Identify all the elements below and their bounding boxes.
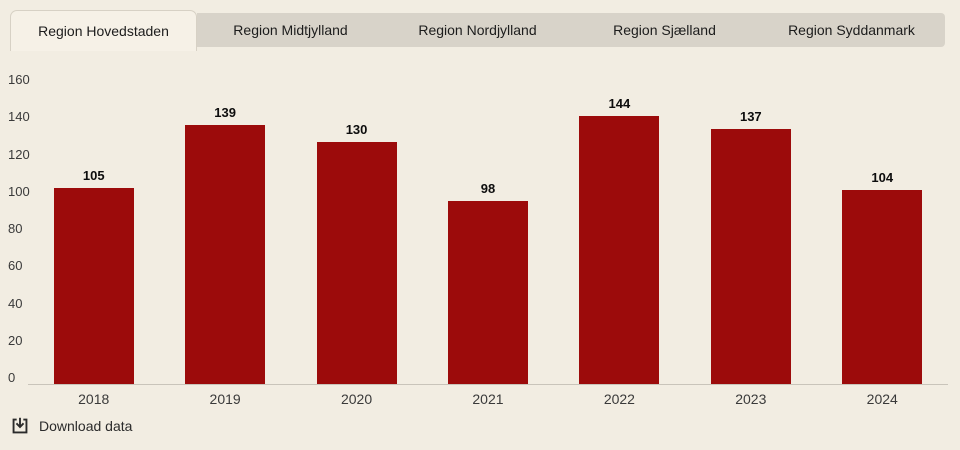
x-axis-label: 2024	[866, 391, 898, 407]
x-axis: 2018 2019 2020 2021 2022 2023 2024	[28, 385, 948, 407]
x-axis-label: 2023	[735, 391, 767, 407]
bar-value-label: 137	[739, 108, 762, 124]
bar-column: 98	[422, 86, 553, 384]
bar-column: 139	[159, 86, 290, 384]
y-axis-label: 0	[8, 370, 16, 385]
bar-column: 144	[554, 86, 685, 384]
y-axis-label: 120	[8, 146, 30, 162]
bar-value-label: 144	[608, 95, 631, 111]
y-axis-label: 40	[8, 295, 23, 311]
y-axis-label: 140	[8, 109, 30, 125]
x-axis-label: 2019	[209, 391, 241, 407]
download-label: Download data	[39, 418, 133, 434]
y-axis-label: 100	[8, 183, 30, 199]
bar-value-label: 104	[871, 170, 894, 186]
tab-region-nordjylland[interactable]: Region Nordjylland	[384, 13, 571, 47]
bar-column: 105	[28, 86, 159, 384]
tab-region-hovedstaden[interactable]: Region Hovedstaden	[10, 10, 197, 51]
bar-2021[interactable]	[447, 201, 528, 384]
bar-column: 104	[817, 86, 948, 384]
x-axis-label: 2022	[603, 391, 635, 407]
x-axis-label: 2020	[340, 391, 373, 407]
y-axis-label: 60	[8, 258, 23, 274]
y-axis-label: 160	[8, 72, 30, 87]
tab-region-sjælland[interactable]: Region Sjælland	[571, 13, 758, 47]
x-axis-label: 2018	[78, 391, 110, 407]
plot-area: 0 20 40 60 80 100 120 140 160 105 139 130 98 144 137 1…	[8, 72, 948, 385]
bar-2024[interactable]	[842, 190, 923, 384]
bar-column: 137	[685, 86, 816, 384]
bar-column: 130	[291, 86, 422, 384]
bar-value-label: 139	[214, 105, 236, 121]
y-axis-label: 80	[8, 221, 23, 236]
tab-region-syddanmark[interactable]: Region Syddanmark	[758, 13, 945, 47]
bar-2019[interactable]	[185, 125, 266, 384]
bar-value-label: 98	[480, 181, 496, 197]
bar-value-label: 105	[82, 168, 105, 184]
y-axis-label: 20	[8, 332, 23, 348]
x-axis-label: 2021	[472, 391, 504, 407]
bar-2020[interactable]	[316, 141, 397, 384]
chart-widget: Region Hovedstaden Region Midtjylland Regi…	[0, 10, 960, 450]
download-icon	[10, 416, 30, 436]
bar-value-label: 130	[345, 121, 368, 137]
bar-2023[interactable]	[710, 128, 791, 384]
bar-2018[interactable]	[53, 188, 134, 384]
bar-2022[interactable]	[579, 115, 660, 384]
tab-region-midtjylland[interactable]: Region Midtjylland	[197, 13, 384, 47]
region-tabs: Region Hovedstaden Region Midtjylland Regi…	[10, 10, 945, 51]
bar-columns: 105 139 130 98 144 137 104	[28, 86, 948, 384]
download-data-button[interactable]: Download data	[10, 416, 132, 436]
